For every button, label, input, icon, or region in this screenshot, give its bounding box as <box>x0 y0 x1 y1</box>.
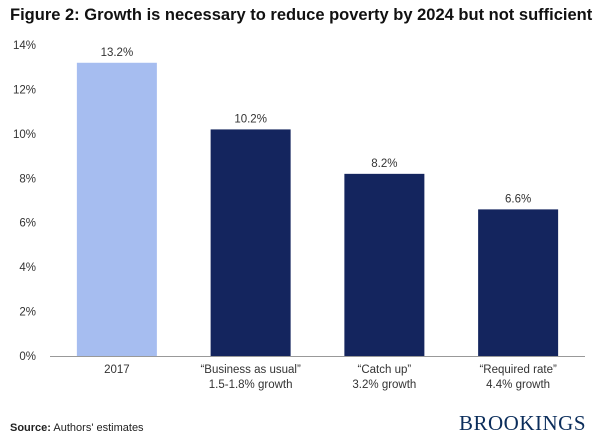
x-tick-label: “Catch up” <box>358 364 412 376</box>
data-label: 8.2% <box>371 158 397 170</box>
y-tick-label: 8% <box>19 173 36 185</box>
x-tick-label: 3.2% growth <box>352 379 416 391</box>
bar <box>210 129 291 356</box>
source-note: Source: Authors' estimates <box>10 422 144 434</box>
x-tick-label: “Business as usual” <box>200 364 301 376</box>
brookings-logo: BROOKINGS <box>458 411 586 435</box>
x-tick-label: 2017 <box>104 364 130 376</box>
x-tick-label: “Required rate” <box>479 364 557 376</box>
bar <box>478 209 559 356</box>
y-tick-label: 6% <box>19 218 36 230</box>
y-tick-label: 10% <box>13 129 36 141</box>
bar <box>344 173 425 356</box>
x-tick-label: 4.4% growth <box>486 379 550 391</box>
y-tick-label: 4% <box>19 262 36 274</box>
y-tick-label: 12% <box>13 84 36 96</box>
source-label: Source: <box>10 422 51 434</box>
y-tick-label: 2% <box>19 307 36 319</box>
chart-title: Figure 2: Growth is necessary to reduce … <box>10 6 593 24</box>
data-label: 13.2% <box>101 47 134 59</box>
y-tick-label: 14% <box>13 40 36 52</box>
bar <box>76 62 157 357</box>
y-tick-label: 0% <box>19 351 36 363</box>
data-label: 6.6% <box>505 193 531 205</box>
source-text: Authors' estimates <box>53 422 144 434</box>
data-label: 10.2% <box>234 113 267 125</box>
x-tick-label: 1.5-1.8% growth <box>209 379 293 391</box>
